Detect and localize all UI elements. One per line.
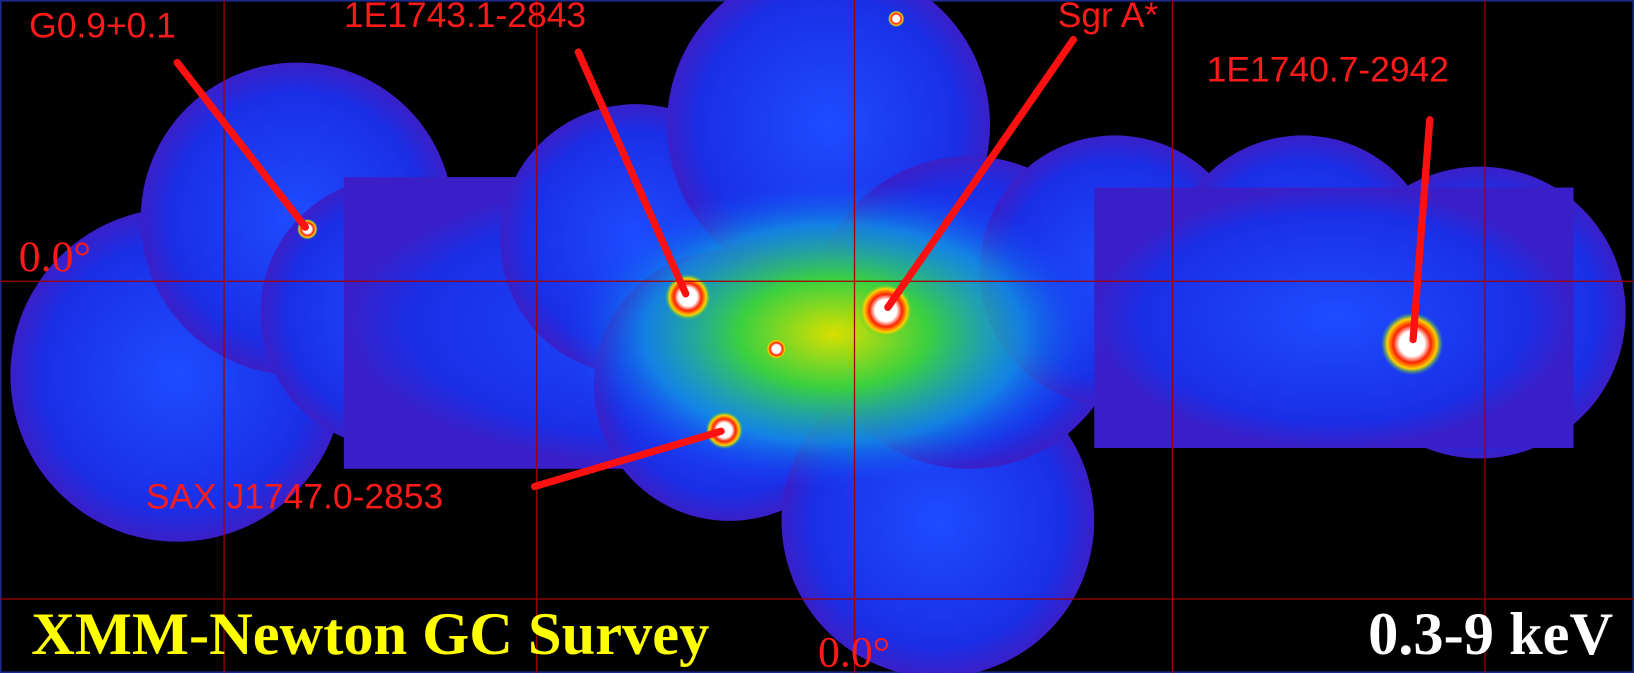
title: XMM-Newton GC Survey — [31, 601, 709, 668]
source-label: Sgr A* — [1058, 0, 1159, 35]
energy-band: 0.3-9 keV — [1368, 601, 1613, 668]
longitude-label: 0.0° — [818, 629, 890, 673]
source-label: G0.9+0.1 — [29, 6, 176, 46]
survey-image: G0.9+0.1 1E1743.1-2843 Sgr A* 1E1740.7-2… — [0, 0, 1634, 673]
source-label: 1E1743.1-2843 — [344, 0, 586, 35]
source-label: 1E1740.7-2942 — [1207, 49, 1449, 89]
source-label: SAX J1747.0-2853 — [146, 476, 443, 516]
page: {"image": {"title": "XMM-Newton GC Surve… — [0, 0, 1634, 673]
latitude-label: 0.0° — [19, 233, 91, 281]
diffuse-emission — [563, 177, 1105, 490]
